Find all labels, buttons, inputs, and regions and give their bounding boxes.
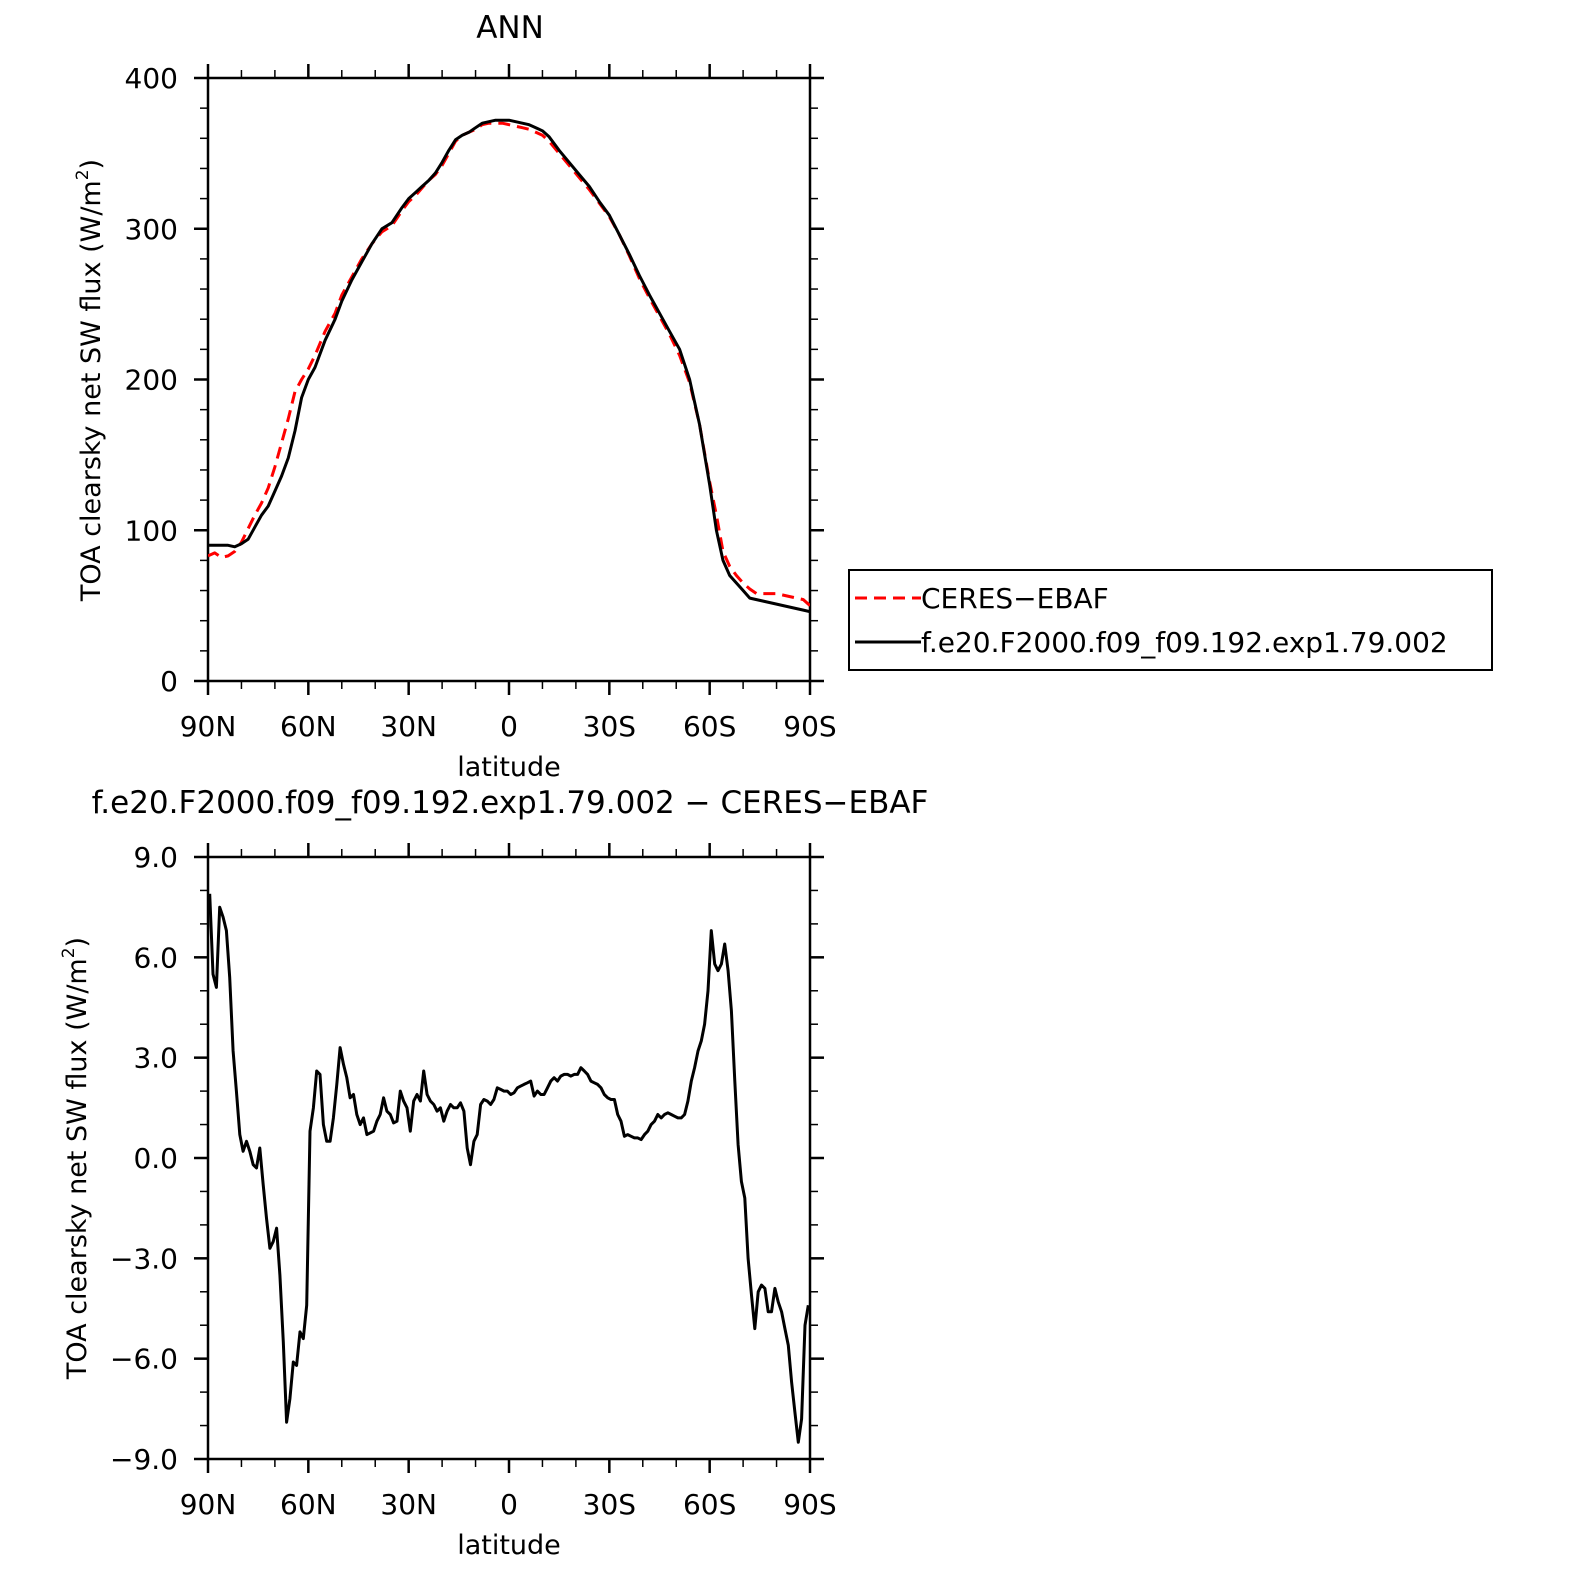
x-tick-label: 90S	[783, 710, 836, 743]
x-tick-label: 90N	[180, 1488, 237, 1521]
y-tick-label: 300	[125, 213, 178, 246]
x-axis-label: latitude	[457, 752, 561, 783]
plot-frame	[206, 855, 812, 1461]
y-axis-label: TOA clearsky net SW flux (W/m2)	[73, 159, 107, 602]
y-tick-label: 0	[160, 665, 178, 698]
y-axis-label: TOA clearsky net SW flux (W/m2)	[59, 937, 93, 1380]
x-tick-label: 60N	[280, 1488, 337, 1521]
x-tick-label: 0	[500, 1488, 518, 1521]
legend-box	[848, 569, 1493, 671]
series-line-1	[208, 893, 810, 1444]
chart-panel-top: ANN 90N 60N 30N 0 30S 60S 90S 0 100 200 300 400 latit…	[73, 10, 1493, 783]
x-tick-label: 30S	[583, 710, 636, 743]
chart-title: ANN	[476, 10, 544, 46]
series-line-2	[208, 118, 810, 614]
chart-panel-bottom: f.e20.F2000.f09_f09.192.exp1.79.002 − CE…	[59, 785, 928, 1561]
x-axis-label: latitude	[457, 1530, 561, 1561]
y-tick-label: 6.0	[133, 941, 178, 974]
x-tick-label: 60S	[683, 1488, 736, 1521]
y-tick-label: −3.0	[110, 1242, 178, 1275]
legend-label-1: CERES−EBAF	[921, 582, 1109, 615]
y-tick-label: −6.0	[110, 1343, 178, 1376]
x-tick-label: 60N	[280, 710, 337, 743]
x-tick-label: 90S	[783, 1488, 836, 1521]
chart-title: f.e20.F2000.f09_f09.192.exp1.79.002 − CE…	[92, 785, 929, 821]
series-line-1	[208, 121, 810, 607]
legend-label-2: f.e20.F2000.f09_f09.192.exp1.79.002	[921, 626, 1448, 659]
plot-frame	[206, 76, 812, 683]
y-tick-label: 3.0	[133, 1042, 178, 1075]
y-tick-label: −9.0	[110, 1443, 178, 1476]
y-tick-label: 200	[125, 364, 178, 397]
x-tick-label: 90N	[180, 710, 237, 743]
y-tick-label: 0.0	[133, 1142, 178, 1175]
x-tick-label: 0	[500, 710, 518, 743]
y-tick-label: 100	[125, 514, 178, 547]
y-tick-label: 400	[125, 62, 178, 95]
x-tick-label: 30N	[380, 710, 437, 743]
x-tick-label: 30S	[583, 1488, 636, 1521]
y-tick-label: 9.0	[133, 841, 178, 874]
x-tick-label: 30N	[380, 1488, 437, 1521]
x-tick-label: 60S	[683, 710, 736, 743]
